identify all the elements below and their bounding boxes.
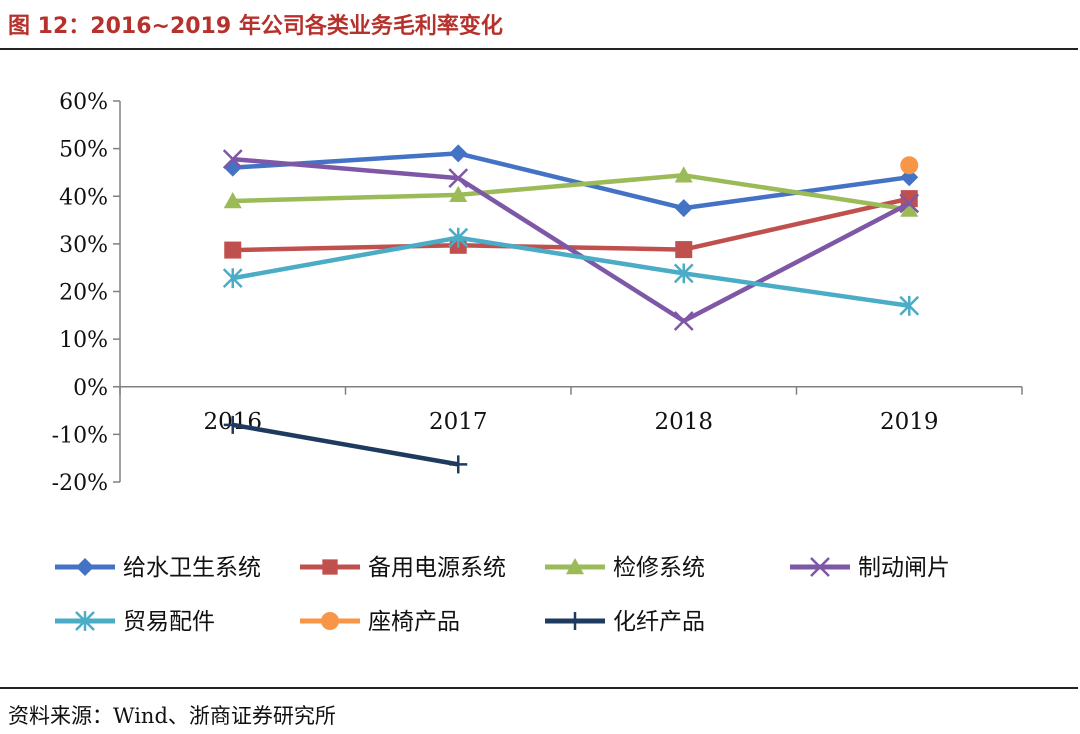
data-point xyxy=(448,168,469,189)
legend-label: 给水卫生系统 xyxy=(123,555,261,581)
source-rule xyxy=(0,687,1078,689)
data-point xyxy=(674,166,693,183)
legend-marker xyxy=(566,558,584,575)
data-point xyxy=(449,144,468,163)
series-6 xyxy=(900,156,919,175)
legend-item: 制动闸片 xyxy=(790,555,950,581)
y-tick-label: -10% xyxy=(52,423,108,448)
legend-item: 给水卫生系统 xyxy=(55,555,261,581)
data-point xyxy=(449,455,468,474)
data-point xyxy=(222,149,243,169)
y-tick-label: 50% xyxy=(59,138,108,163)
legend-marker xyxy=(810,557,830,577)
series-line xyxy=(232,235,910,309)
legend-marker xyxy=(322,559,338,575)
series-4 xyxy=(222,149,920,331)
data-point xyxy=(673,263,694,284)
legend-label: 制动闸片 xyxy=(858,555,950,581)
chart-series xyxy=(222,144,920,474)
legend-item: 备用电源系统 xyxy=(300,555,506,581)
y-tick-label: 0% xyxy=(73,376,108,401)
chart: -20%-10%0%10%20%30%40%50%60%2016 2017 2018… xyxy=(52,90,1023,635)
data-point xyxy=(673,311,694,331)
x-tick-label: 2017 xyxy=(429,409,488,435)
y-tick-label: 10% xyxy=(59,328,108,353)
legend-label: 贸易配件 xyxy=(123,609,215,635)
legend-label: 检修系统 xyxy=(613,555,705,581)
legend-marker xyxy=(321,612,339,630)
y-tick-label: 60% xyxy=(59,90,108,115)
series-7 xyxy=(223,415,468,474)
data-point xyxy=(223,415,242,434)
series-line xyxy=(232,156,911,324)
y-tick-label: 40% xyxy=(59,185,108,210)
legend-label: 座椅产品 xyxy=(368,609,460,635)
source-note: 资料来源：Wind、浙商证券研究所 xyxy=(8,704,336,728)
series-line xyxy=(232,196,910,253)
data-point xyxy=(900,200,919,217)
series-line xyxy=(232,173,910,212)
x-tick-label: 2019 xyxy=(880,409,939,435)
data-point xyxy=(900,156,919,175)
legend-item: 座椅产品 xyxy=(300,609,460,635)
data-point xyxy=(224,241,242,259)
data-point xyxy=(900,190,918,208)
title-rule xyxy=(0,48,1078,50)
data-point xyxy=(448,227,469,248)
legend-marker xyxy=(566,612,584,630)
legend-marker xyxy=(75,611,95,631)
series-3 xyxy=(223,166,919,217)
series-5 xyxy=(222,227,920,316)
y-tick-label: 20% xyxy=(59,281,108,306)
data-point xyxy=(222,268,243,289)
data-point xyxy=(449,185,468,203)
data-point xyxy=(675,241,693,259)
y-tick-label: 30% xyxy=(59,233,108,258)
series-1 xyxy=(223,144,919,218)
data-point xyxy=(899,295,920,316)
legend-item: 化纤产品 xyxy=(545,609,705,635)
figure-title: 图 12：2016~2019 年公司各类业务毛利率变化 xyxy=(8,14,503,39)
data-point xyxy=(223,192,242,209)
y-tick-label: -20% xyxy=(52,471,108,496)
chart-axes: -20%-10%0%10%20%30%40%50%60%2016 2017 2018… xyxy=(52,90,1023,496)
x-tick-label: 2018 xyxy=(654,409,713,435)
series-line xyxy=(232,422,459,467)
legend-label: 化纤产品 xyxy=(613,609,705,635)
legend-item: 检修系统 xyxy=(545,555,705,581)
data-point xyxy=(674,199,693,218)
legend-item: 贸易配件 xyxy=(55,609,215,635)
legend-marker xyxy=(76,558,94,576)
legend-label: 备用电源系统 xyxy=(368,555,506,581)
data-point xyxy=(899,193,920,214)
